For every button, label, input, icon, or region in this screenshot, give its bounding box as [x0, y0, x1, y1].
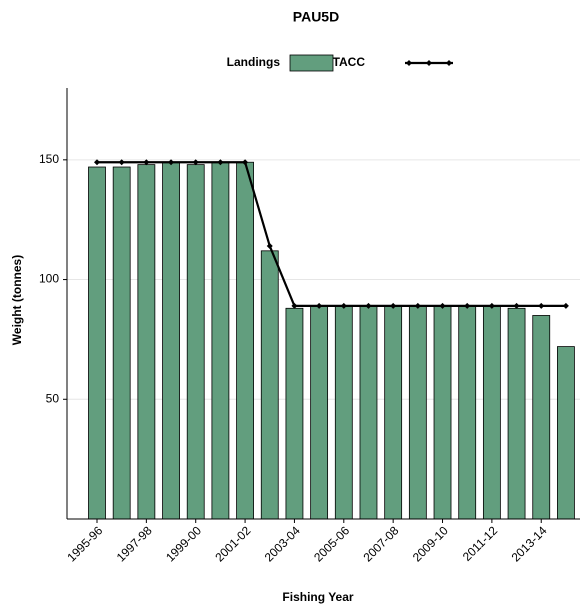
marker [192, 159, 199, 166]
bar [384, 305, 403, 520]
bar [112, 166, 131, 520]
bar [285, 307, 304, 520]
y-tick-label: 150 [39, 152, 59, 166]
bar [458, 305, 477, 520]
marker [143, 159, 150, 166]
x-tick-label: 1995-96 [64, 523, 105, 564]
marker [242, 159, 249, 166]
bar [482, 305, 501, 520]
marker [390, 302, 397, 309]
bar [186, 164, 205, 520]
y-tick-label: 50 [46, 391, 60, 405]
marker [538, 302, 545, 309]
bar [211, 161, 230, 520]
bar [137, 164, 156, 520]
bar [236, 161, 254, 520]
line [97, 161, 566, 307]
x-tick-label: 2001-02 [212, 523, 253, 564]
marker [439, 302, 446, 309]
marker [414, 302, 421, 309]
y-tick-label: 100 [39, 272, 59, 286]
marker [217, 159, 224, 166]
marker [168, 159, 175, 166]
bar [433, 305, 452, 520]
marker [562, 302, 569, 309]
bar [88, 166, 106, 520]
legend-marker [446, 60, 452, 66]
x-tick-label: 2013-14 [509, 523, 550, 564]
marker [316, 302, 323, 309]
marker [118, 159, 125, 166]
y-axis-title: Weight (tonnes) [10, 255, 24, 345]
x-tick-label: 2003-04 [262, 523, 303, 564]
x-tick-label: 2009-10 [410, 523, 451, 564]
bar [532, 315, 551, 520]
legend-marker [406, 60, 412, 66]
x-tick-label: 2005-06 [311, 523, 352, 564]
marker [94, 159, 100, 166]
legend-swatch [289, 54, 334, 72]
x-tick-label: 2007-08 [360, 523, 401, 564]
marker [488, 302, 495, 309]
bar [162, 161, 180, 520]
x-tick-label: 2011-12 [460, 523, 501, 564]
x-tick-label: 1997-98 [114, 523, 155, 564]
legend-marker [426, 60, 432, 66]
bar [557, 346, 575, 520]
bar [310, 305, 329, 520]
bar [334, 305, 353, 520]
marker [513, 302, 520, 309]
marker [365, 302, 372, 309]
x-axis-title: Fishing Year [282, 590, 353, 604]
bar [408, 305, 427, 520]
bar [260, 250, 279, 520]
legend-label: TACC [333, 55, 366, 69]
legend-label: Landings [227, 55, 281, 69]
marker [291, 302, 298, 309]
bar [359, 305, 378, 520]
chart-title: PAU5D [293, 9, 339, 25]
marker [340, 302, 347, 309]
marker [464, 302, 471, 309]
bar [507, 307, 526, 520]
marker [266, 243, 273, 250]
x-tick-label: 1999-00 [163, 523, 204, 564]
